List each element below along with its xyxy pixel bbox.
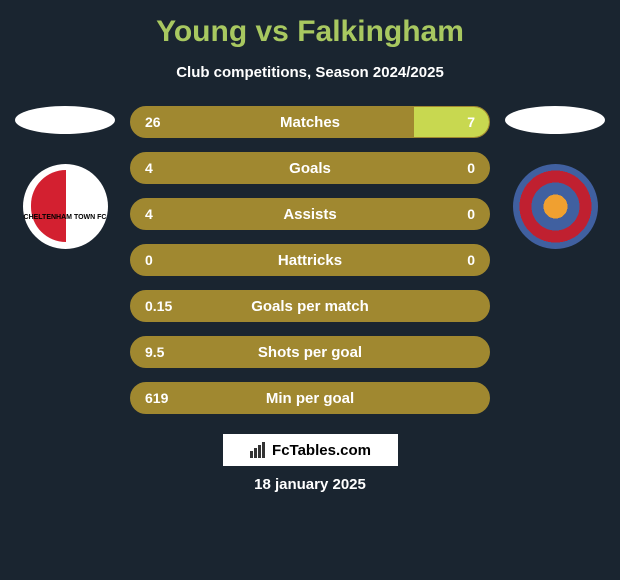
stat-bar-goals-per-match: 0.15Goals per match (130, 290, 490, 322)
stat-right-value: 0 (467, 252, 475, 268)
stat-label: Shots per goal (131, 344, 489, 361)
stats-column: 26Matches74Goals04Assists00Hattricks00.1… (130, 106, 490, 414)
stat-bar-goals: 4Goals0 (130, 152, 490, 184)
left-player-col: CHELTENHAM TOWN FC (10, 106, 120, 249)
left-player-avatar (15, 106, 115, 134)
stat-bar-assists: 4Assists0 (130, 198, 490, 230)
brand-text: FcTables.com (272, 442, 371, 459)
page-subtitle: Club competitions, Season 2024/2025 (10, 64, 610, 81)
footer-date: 18 january 2025 (10, 476, 610, 493)
stat-label: Goals (131, 160, 489, 177)
stat-bar-matches: 26Matches7 (130, 106, 490, 138)
right-club-badge (513, 164, 598, 249)
left-club-name: CHELTENHAM TOWN FC (23, 214, 108, 221)
stat-bar-min-per-goal: 619Min per goal (130, 382, 490, 414)
left-club-badge: CHELTENHAM TOWN FC (23, 164, 108, 249)
stat-label: Hattricks (131, 252, 489, 269)
stat-label: Assists (131, 206, 489, 223)
stat-label: Matches (131, 114, 489, 131)
stat-right-value: 0 (467, 206, 475, 222)
page-title: Young vs Falkingham (10, 15, 610, 49)
stat-right-value: 0 (467, 160, 475, 176)
stat-right-value: 7 (467, 114, 475, 130)
stat-label: Min per goal (131, 390, 489, 407)
stat-label: Goals per match (131, 298, 489, 315)
right-player-col (500, 106, 610, 249)
stat-bar-shots-per-goal: 9.5Shots per goal (130, 336, 490, 368)
brand-logo[interactable]: FcTables.com (223, 434, 398, 466)
chart-icon (249, 441, 267, 459)
main-comparison: CHELTENHAM TOWN FC 26Matches7 4Goals0 4Ass… (10, 106, 610, 414)
right-player-avatar (505, 106, 605, 134)
stat-bar-hattricks: 0Hattricks0 (130, 244, 490, 276)
